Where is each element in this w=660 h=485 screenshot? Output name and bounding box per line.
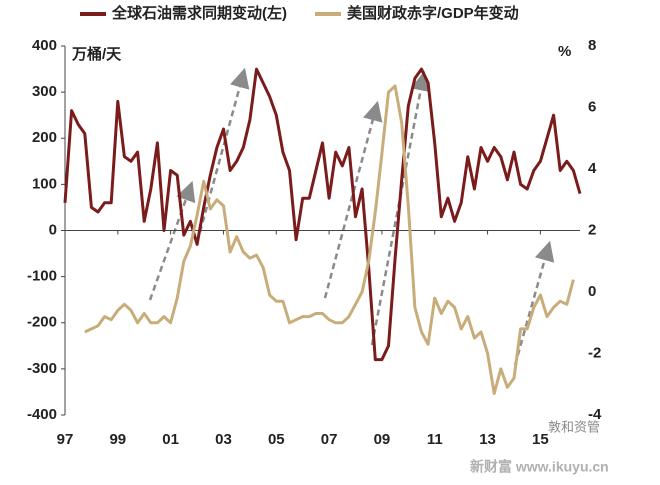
trend-arrow xyxy=(323,100,383,299)
y2-unit-label: % xyxy=(558,43,571,60)
trend-arrow xyxy=(148,180,196,301)
y-tick-label: 200 xyxy=(32,129,57,146)
y2-tick-label: 8 xyxy=(588,37,596,54)
y-unit-label: 万桶/天 xyxy=(71,45,122,63)
y2-tick-label: 2 xyxy=(588,221,596,238)
trend-arrow xyxy=(513,240,555,366)
y2-tick-label: -4 xyxy=(588,406,602,423)
y2-tick-label: 4 xyxy=(588,160,597,177)
x-tick-label: 99 xyxy=(109,431,126,448)
x-tick-label: 07 xyxy=(321,431,338,448)
x-tick-label: 09 xyxy=(374,431,391,448)
y-tick-label: -100 xyxy=(27,268,57,285)
y2-tick-label: 6 xyxy=(588,98,596,115)
x-tick-label: 13 xyxy=(479,431,496,448)
y-tick-label: 400 xyxy=(32,37,57,54)
y-tick-label: 300 xyxy=(32,83,57,100)
watermark: 敦和资管 xyxy=(548,419,600,434)
x-tick-label: 97 xyxy=(57,431,74,448)
trend-arrow xyxy=(198,67,250,233)
y-tick-label: -200 xyxy=(27,314,57,331)
y2-tick-label: 0 xyxy=(588,283,596,300)
trend-arrows xyxy=(148,67,555,366)
series-line xyxy=(84,84,575,395)
x-tick-label: 15 xyxy=(532,431,549,448)
x-tick-label: 03 xyxy=(215,431,232,448)
legend-label: 全球石油需求同期变动(左) xyxy=(111,4,287,22)
trend-arrow xyxy=(370,70,431,346)
y-tick-label: -400 xyxy=(27,406,57,423)
y2-tick-label: -2 xyxy=(588,344,601,361)
y-tick-label: -300 xyxy=(27,360,57,377)
x-tick-label: 05 xyxy=(268,431,285,448)
legend-label: 美国财政赤字/GDP年变动 xyxy=(347,4,519,22)
y-tick-label: 100 xyxy=(32,175,57,192)
series-line xyxy=(63,67,582,362)
x-tick-label: 11 xyxy=(427,431,443,448)
x-tick-label: 01 xyxy=(162,431,179,448)
y-tick-label: 0 xyxy=(49,221,57,238)
footer: 新财富 www.ikuyu.cn xyxy=(470,459,609,475)
